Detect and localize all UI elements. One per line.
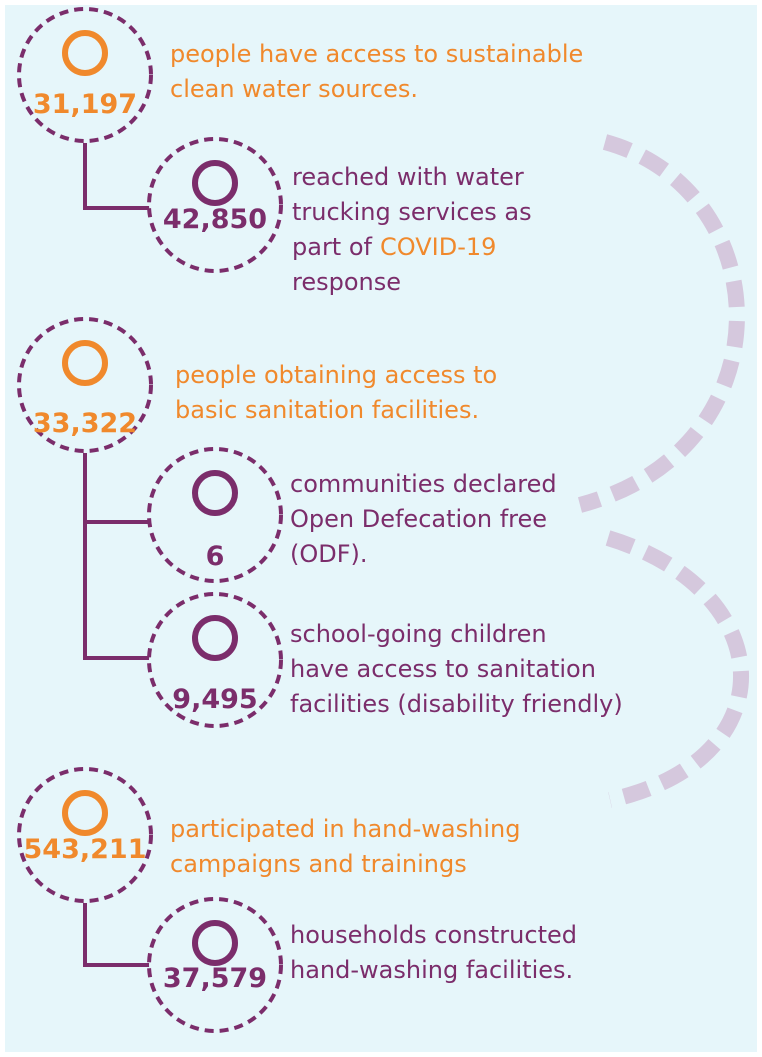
text-segment: campaigns and trainings <box>170 850 467 878</box>
connector <box>83 143 152 210</box>
description-line: reached with water <box>292 163 524 191</box>
description-line: participated in hand-washing <box>170 815 520 843</box>
icon <box>192 160 238 206</box>
icon <box>192 920 238 966</box>
icon <box>192 470 238 516</box>
text-segment: facilities (disability friendly) <box>290 690 623 718</box>
description-line: response <box>292 268 401 296</box>
text-segment: participated in hand-washing <box>170 815 520 843</box>
icon <box>62 340 108 386</box>
stat-item: 543,211 participated in hand-washing campa… <box>17 767 520 903</box>
description-line: have access to sanitation <box>290 655 596 683</box>
connector <box>83 453 152 660</box>
text-segment: response <box>292 268 401 296</box>
text-segment: people obtaining access to <box>175 361 497 389</box>
stat-item: 9,495 school-going children have access to… <box>147 592 623 728</box>
stat-number: 543,211 <box>24 834 147 865</box>
stat-number: 9,495 <box>172 684 257 715</box>
text-segment: have access to sanitation <box>290 655 596 683</box>
description-line: communities declared <box>290 470 557 498</box>
description-line: part of COVID-19 <box>292 233 496 261</box>
icon <box>192 615 238 661</box>
description-line: facilities (disability friendly) <box>290 690 623 718</box>
stat-number: 37,579 <box>163 963 267 994</box>
stat-number: 6 <box>206 541 225 572</box>
connector <box>83 903 152 967</box>
arc <box>605 530 749 808</box>
text-segment: households constructed <box>290 921 577 949</box>
description-line: people have access to sustainable <box>170 40 583 68</box>
text-segment: part of <box>292 233 373 261</box>
description-line: trucking services as <box>292 198 532 226</box>
connectors <box>83 143 152 967</box>
description-line: hand-washing facilities. <box>290 956 573 984</box>
description-line: households constructed <box>290 921 577 949</box>
text-segment: people have access to sustainable <box>170 40 583 68</box>
text-segment: communities declared <box>290 470 557 498</box>
stat-number: 33,322 <box>33 408 137 439</box>
text-segment: school-going children <box>290 620 547 648</box>
description-line: Open Defecation free <box>290 505 547 533</box>
description-line: basic sanitation facilities. <box>175 396 479 424</box>
text-segment: Open Defecation free <box>290 505 547 533</box>
stat-item: 37,579 households constructed hand-washing… <box>147 897 577 1033</box>
stat-item: 6 communities declared Open Defecation fre… <box>147 447 557 583</box>
icon <box>62 30 108 76</box>
stat-item: 42,850 reached with water trucking service… <box>147 137 532 296</box>
stat-item: 31,197 people have access to sustainable c… <box>17 7 583 143</box>
description-line: campaigns and trainings <box>170 850 467 878</box>
description-line: school-going children <box>290 620 547 648</box>
decorative-arcs <box>577 134 749 808</box>
text-segment: reached with water <box>292 163 524 191</box>
text-segment: basic sanitation facilities. <box>175 396 479 424</box>
text-segment: (ODF). <box>290 540 368 568</box>
description-line: people obtaining access to <box>175 361 497 389</box>
icon <box>62 790 108 836</box>
stat-number: 42,850 <box>163 204 267 235</box>
text-segment: clean water sources. <box>170 75 418 103</box>
stat-number: 31,197 <box>33 89 137 120</box>
description-line: (ODF). <box>290 540 368 568</box>
text-segment: hand-washing facilities. <box>290 956 573 984</box>
arc <box>577 134 745 513</box>
text-segment: trucking services as <box>292 198 532 226</box>
description-line: clean water sources. <box>170 75 418 103</box>
stat-item: 33,322 people obtaining access to basic sa… <box>17 317 497 453</box>
text-segment: COVID-19 <box>380 233 496 261</box>
